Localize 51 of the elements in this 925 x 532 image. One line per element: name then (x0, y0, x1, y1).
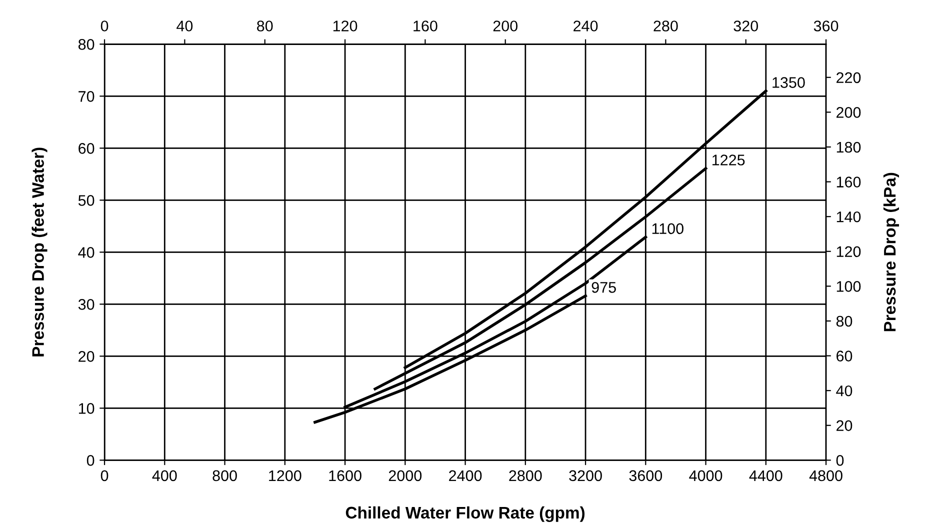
y2-tick-label: 160 (836, 176, 861, 188)
y-tick-label: 0 (86, 455, 94, 466)
x-tick-label: 4000 (689, 470, 722, 482)
y2-tick-label: 20 (836, 420, 852, 432)
y-tick-label: 80 (78, 39, 94, 50)
x-tick-label: 2000 (388, 470, 422, 482)
x-tick-label: 1200 (269, 470, 302, 482)
x-tick-label: 4400 (749, 470, 782, 482)
x2-tick-label: 280 (654, 20, 678, 32)
series-label: 1100 (652, 223, 684, 234)
x-tick-label: 400 (152, 470, 177, 482)
y2-tick-label: 40 (836, 385, 852, 396)
x2-tick-label: 360 (814, 20, 838, 32)
x-tick-label: 1600 (329, 470, 362, 482)
x-tick-label: 0 (100, 470, 108, 482)
series-label: 1350 (772, 77, 805, 88)
y-tick-label: 30 (78, 299, 94, 310)
y-tick-label: 20 (78, 351, 94, 362)
x2-tick-label: 0 (100, 20, 108, 32)
x2-tick-label: 80 (257, 20, 273, 32)
series-label: 975 (592, 282, 616, 293)
x-tick-label: 3600 (629, 470, 662, 482)
x-tick-label: 3200 (569, 470, 602, 482)
y2-tick-label: 120 (836, 246, 861, 258)
y-tick-label: 40 (78, 247, 94, 258)
x-tick-label: 2400 (449, 470, 482, 482)
y2-tick-label: 100 (836, 281, 861, 292)
y2-axis-title: Pressure Drop (kPa) (883, 172, 899, 332)
x-tick-label: 4800 (809, 470, 842, 482)
x2-tick-label: 200 (493, 20, 518, 32)
x-tick-label: 800 (212, 470, 237, 482)
x2-tick-label: 160 (414, 20, 438, 32)
y2-tick-label: 200 (836, 107, 861, 118)
x2-tick-label: 120 (333, 20, 358, 32)
y-axis-title: Pressure Drop (feet Water) (32, 148, 48, 356)
y-tick-label: 60 (78, 143, 94, 154)
y2-tick-label: 140 (836, 211, 861, 222)
y2-tick-label: 60 (836, 350, 852, 362)
y-tick-label: 10 (78, 403, 94, 414)
y2-tick-label: 0 (836, 455, 844, 466)
x2-tick-label: 320 (734, 20, 758, 32)
y-tick-label: 70 (78, 91, 94, 102)
y-tick-label: 50 (78, 195, 94, 206)
x2-tick-label: 40 (176, 20, 193, 32)
x-axis-title: Chilled Water Flow Rate (gpm) (346, 506, 585, 522)
series-label: 1225 (712, 154, 745, 166)
y2-tick-label: 80 (836, 316, 852, 327)
x2-tick-label: 240 (574, 20, 598, 32)
y2-tick-label: 220 (836, 72, 861, 84)
y2-tick-label: 180 (836, 142, 861, 153)
x-tick-label: 2800 (509, 470, 542, 482)
